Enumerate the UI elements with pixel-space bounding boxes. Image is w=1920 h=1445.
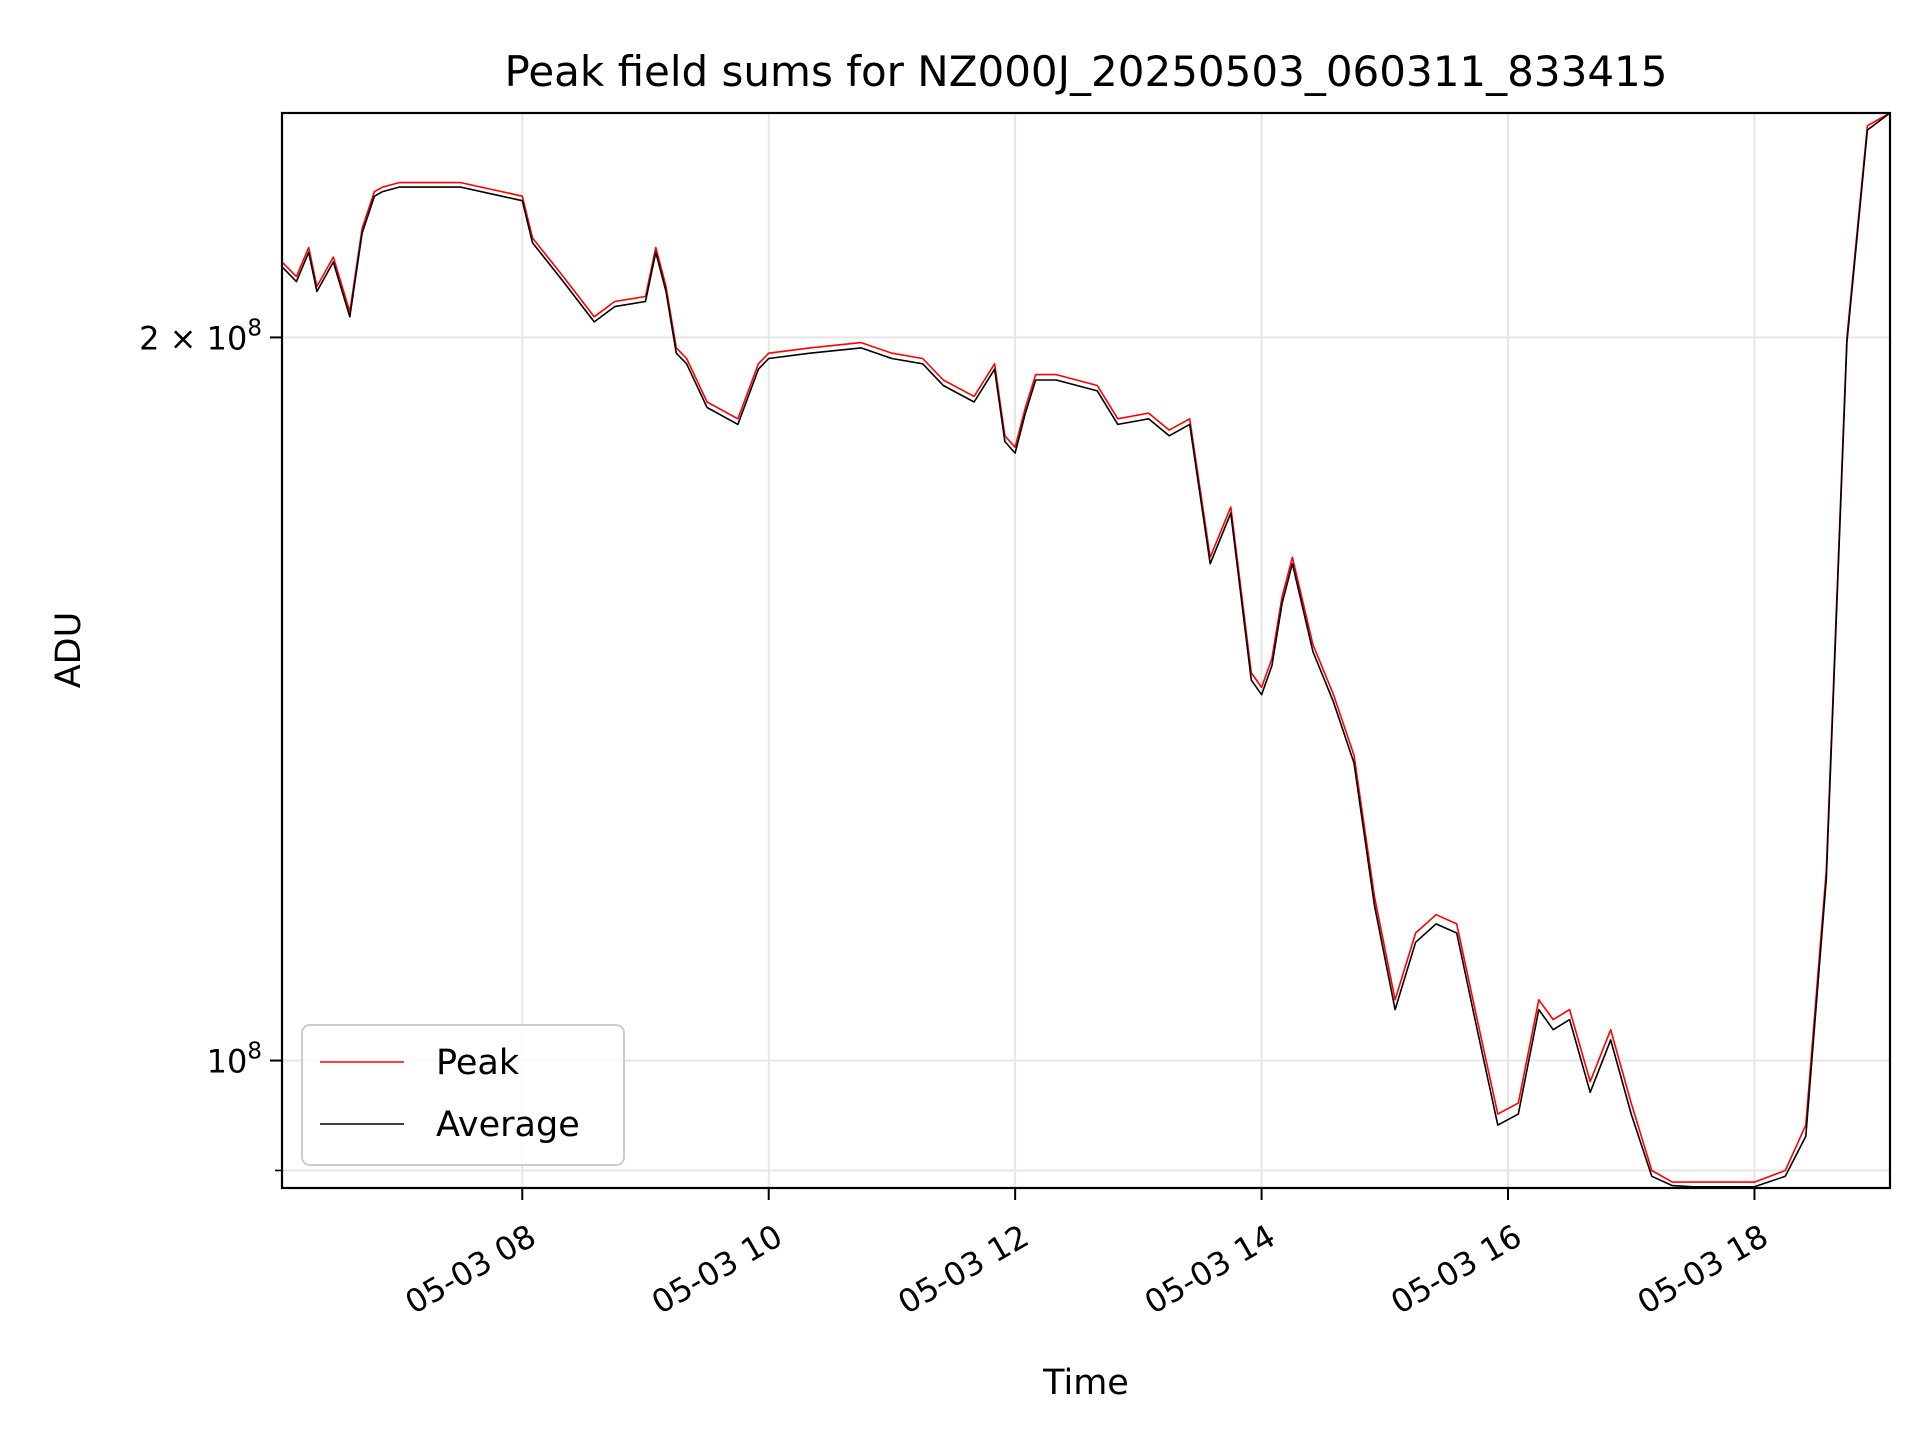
y-tick-label: 2 × 108	[139, 315, 262, 357]
y-tick-label: 108	[207, 1039, 262, 1081]
legend-label-peak: Peak	[436, 1043, 520, 1083]
series-line-peak	[281, 112, 1891, 1183]
series-line-average	[281, 112, 1891, 1188]
plot-area-frame	[280, 111, 1892, 1190]
chart-title: Peak field sums for NZ000J_20250503_0603…	[505, 47, 1668, 96]
series-lines	[281, 112, 1891, 1188]
x-axis-label: Time	[1042, 1363, 1129, 1403]
legend-box	[301, 1024, 625, 1166]
legend: Peak Average	[301, 1024, 625, 1166]
y-axis-label: ADU	[49, 612, 89, 689]
legend-label-average: Average	[436, 1105, 580, 1145]
